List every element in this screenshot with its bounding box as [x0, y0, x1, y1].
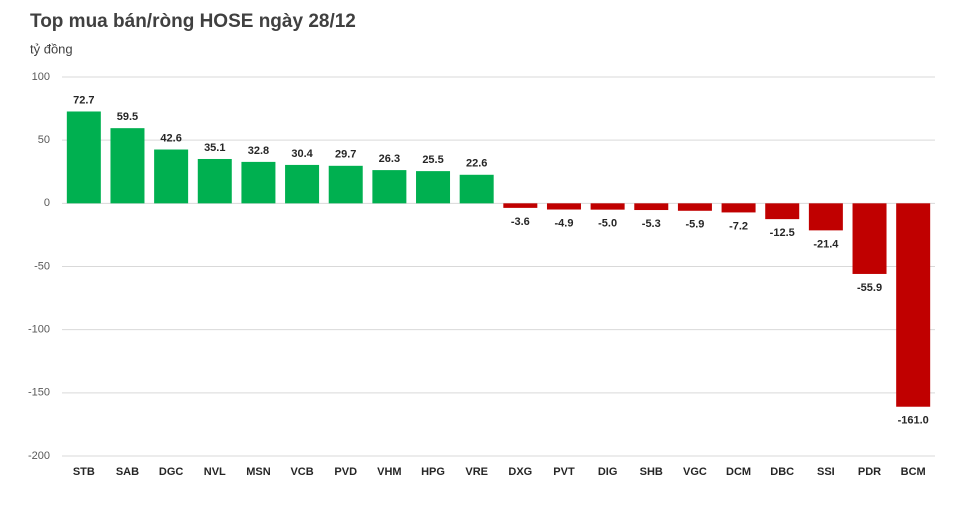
x-tick-label: DCM	[726, 466, 751, 478]
x-tick-label: VHM	[377, 466, 401, 478]
y-tick-label: 100	[32, 71, 50, 83]
value-label: -4.9	[554, 217, 573, 229]
bar	[66, 111, 101, 204]
bar	[328, 165, 363, 204]
x-tick-label: DXG	[508, 466, 532, 478]
x-tick-label: SSI	[817, 466, 835, 478]
x-tick-label: SHB	[640, 466, 663, 478]
value-label: 30.4	[291, 148, 313, 160]
value-label: 32.8	[248, 145, 269, 157]
bar	[154, 149, 189, 204]
value-label: -5.0	[598, 218, 617, 230]
value-label: -7.2	[729, 220, 748, 232]
bar	[546, 203, 581, 210]
bar	[197, 158, 232, 204]
value-label: 22.6	[466, 158, 487, 170]
y-tick-label: 50	[38, 134, 50, 146]
y-tick-label: 0	[44, 197, 50, 209]
bar	[896, 203, 931, 407]
bar	[372, 170, 407, 204]
bar	[852, 203, 887, 274]
bar	[808, 203, 843, 231]
x-tick-label: DIG	[598, 466, 618, 478]
bar	[590, 203, 625, 210]
y-tick-label: -150	[28, 387, 50, 399]
value-label: 26.3	[379, 153, 400, 165]
bar	[459, 174, 494, 204]
value-label: -5.9	[685, 219, 704, 231]
bar	[285, 164, 320, 204]
x-tick-label: VRE	[465, 466, 488, 478]
x-tick-label: STB	[73, 466, 95, 478]
x-tick-label: PVT	[553, 466, 575, 478]
bar	[416, 171, 451, 204]
bar	[634, 203, 669, 211]
y-tick-label: -200	[28, 450, 50, 462]
x-tick-label: HPG	[421, 466, 445, 478]
x-tick-label: DBC	[770, 466, 794, 478]
x-tick-label: BCM	[901, 466, 926, 478]
value-label: -161.0	[898, 415, 929, 427]
y-tick-label: -100	[28, 324, 50, 336]
x-tick-label: PDR	[858, 466, 881, 478]
value-label: 59.5	[117, 111, 138, 123]
value-label: -3.6	[511, 216, 530, 228]
value-label: 29.7	[335, 149, 356, 161]
value-label: 25.5	[422, 154, 443, 166]
x-tick-label: DGC	[159, 466, 184, 478]
bar	[677, 203, 712, 211]
value-label: -5.3	[642, 218, 661, 230]
value-label: 72.7	[73, 94, 94, 106]
bar	[241, 161, 276, 204]
bar	[721, 203, 756, 213]
value-label: -55.9	[857, 282, 882, 294]
y-tick-label: -50	[34, 260, 50, 272]
value-label: -21.4	[813, 238, 839, 250]
y-axis-label: tỷ đồng	[30, 41, 73, 56]
bar	[765, 203, 800, 220]
value-label: 35.1	[204, 142, 225, 154]
x-tick-label: MSN	[246, 466, 271, 478]
bar	[503, 203, 538, 208]
x-tick-label: SAB	[116, 466, 139, 478]
x-tick-label: VCB	[290, 466, 313, 478]
x-tick-label: PVD	[334, 466, 357, 478]
value-label: -12.5	[770, 227, 795, 239]
x-tick-label: VGC	[683, 466, 707, 478]
bar	[110, 128, 145, 204]
x-tick-label: NVL	[204, 466, 226, 478]
chart-title: Top mua bán/ròng HOSE ngày 28/12	[30, 11, 356, 32]
value-label: 42.6	[160, 132, 181, 144]
